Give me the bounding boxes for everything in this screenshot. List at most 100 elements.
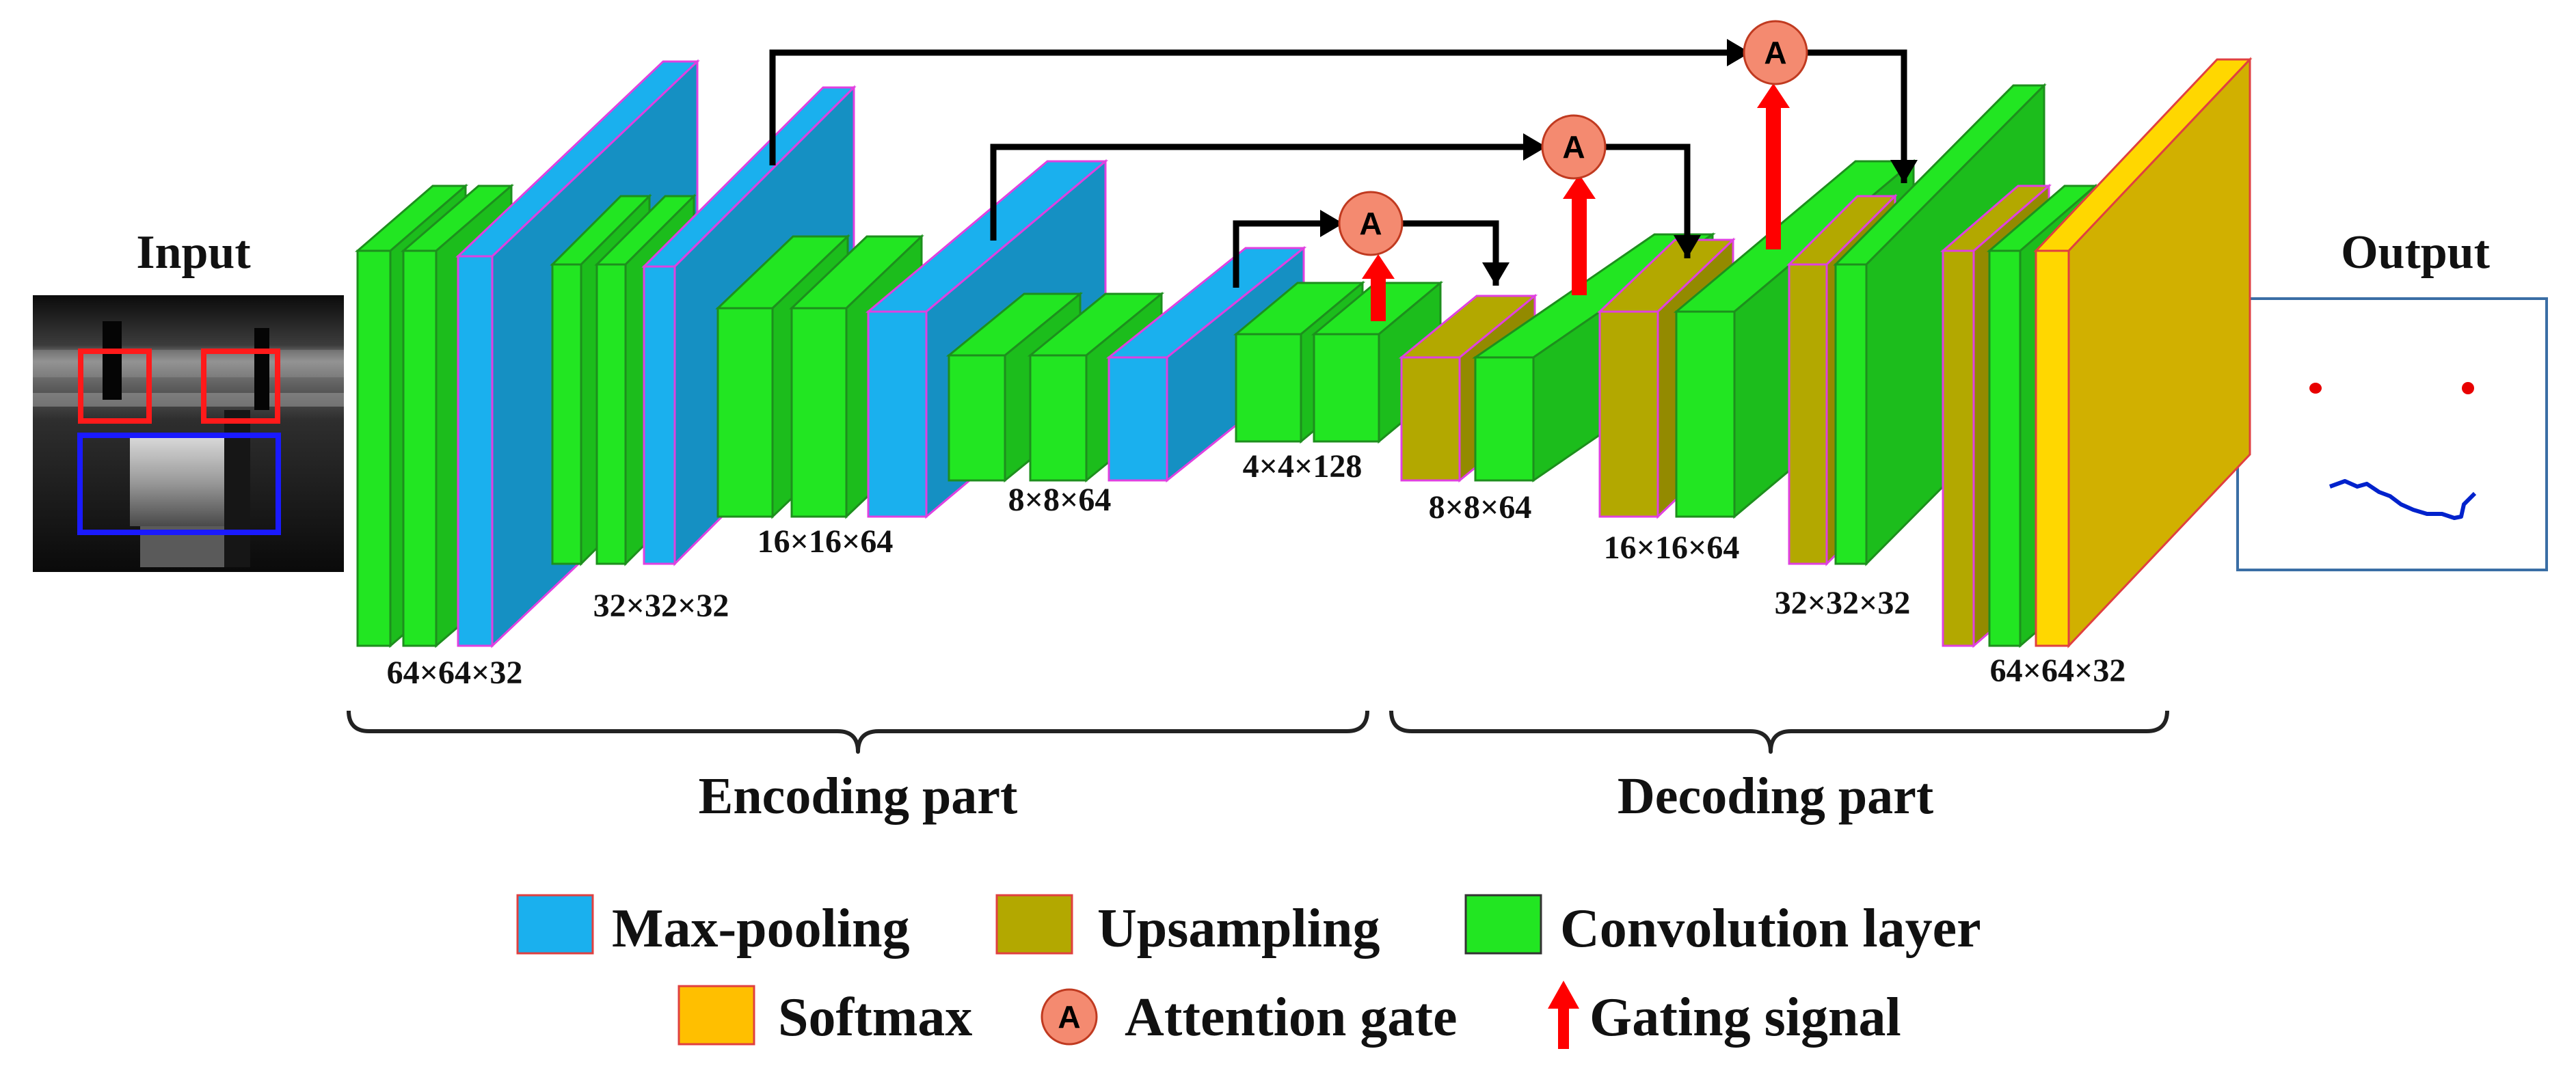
gating-signal-1-shaft bbox=[1766, 104, 1781, 249]
conv-block-front bbox=[356, 249, 392, 647]
conv-block-front bbox=[1474, 356, 1535, 482]
skip-2-out-line bbox=[1598, 144, 1691, 258]
legend-label-maxpool: Max-pooling bbox=[612, 899, 910, 959]
dim-label-bottleneck: 4×4×128 bbox=[1243, 448, 1363, 485]
legend-label-conv: Convolution layer bbox=[1560, 899, 1981, 959]
skip-1-out-head bbox=[1890, 160, 1918, 183]
network-blocks bbox=[354, 57, 2253, 649]
decoding-brace bbox=[1389, 710, 2169, 754]
skip-3-out bbox=[1395, 220, 1510, 286]
legend-label-softmax: Softmax bbox=[778, 987, 972, 1048]
gating-signal-3 bbox=[1362, 254, 1395, 321]
conv-block-front bbox=[716, 307, 774, 518]
dimension-labels: 64×64×32 32×32×32 16×16×64 8×8×64 4×4×12… bbox=[387, 448, 2126, 691]
conv-block-front bbox=[1235, 333, 1302, 443]
skip-2-out-head bbox=[1674, 235, 1701, 258]
legend-label-upsample: Upsampling bbox=[1097, 899, 1380, 959]
roi-box-bottom bbox=[77, 433, 281, 535]
dim-label-enc2: 32×32×32 bbox=[593, 588, 729, 624]
legend-label-attention: Attention gate bbox=[1125, 987, 1458, 1048]
gating-signal-3-head bbox=[1362, 254, 1395, 279]
skip-connections bbox=[769, 39, 1918, 288]
skip-1-in bbox=[771, 39, 1750, 66]
upsample-block-front bbox=[1400, 356, 1461, 482]
attention-gate-2-letter: A bbox=[1562, 129, 1585, 165]
attention-gate-1-circle bbox=[1743, 20, 1808, 85]
legend-gating-arrow-icon bbox=[1548, 981, 1579, 1049]
skip-3-out-line bbox=[1395, 220, 1499, 286]
input-title: Input bbox=[136, 226, 250, 279]
roi-box-left bbox=[78, 349, 152, 424]
legend-swatch-softmax bbox=[677, 985, 755, 1046]
gating-signal-2 bbox=[1563, 174, 1596, 295]
upsample-block-front bbox=[1942, 249, 1975, 647]
conv-block-front bbox=[1313, 333, 1380, 443]
skip-1-out bbox=[1801, 49, 1918, 183]
conv-block-front bbox=[1988, 249, 2022, 647]
skip-3-in-line bbox=[1233, 220, 1343, 288]
decoding-label: Decoding part bbox=[1618, 767, 1933, 825]
attention-gate-2: A bbox=[1541, 114, 1607, 180]
gating-signal-1 bbox=[1757, 83, 1790, 249]
attention-gate-1: A bbox=[1743, 20, 1808, 85]
maxpool-block-front bbox=[643, 265, 676, 565]
skip-1-in-head bbox=[1727, 39, 1750, 66]
roi-box-right bbox=[201, 349, 280, 424]
output-panel: Output bbox=[2236, 226, 2548, 571]
legend-attention-letter: A bbox=[1058, 999, 1080, 1035]
maxpool-block-front bbox=[1108, 356, 1168, 482]
upsample-block-front bbox=[1788, 263, 1828, 565]
legend: Max-pooling Upsampling Convolution layer… bbox=[516, 894, 1981, 1049]
attention-gate-3-letter: A bbox=[1359, 206, 1382, 241]
softmax-block-front bbox=[2035, 249, 2070, 647]
legend-label-gating: Gating signal bbox=[1589, 987, 1901, 1048]
skip-3-out-head bbox=[1482, 262, 1510, 286]
attention-gate-1-letter: A bbox=[1764, 35, 1786, 70]
conv-block-front bbox=[1675, 310, 1736, 518]
encoding-brace bbox=[347, 710, 1369, 754]
segmentation-dot-right bbox=[2462, 382, 2474, 394]
upsample-block-front bbox=[1598, 310, 1659, 518]
braces bbox=[347, 710, 2169, 754]
segmentation-dot-left bbox=[2309, 383, 2322, 394]
attention-gate-2-circle bbox=[1541, 114, 1607, 180]
attention-gate-3-circle bbox=[1338, 191, 1404, 256]
legend-swatch-maxpool bbox=[516, 894, 594, 955]
dim-label-dec2: 32×32×32 bbox=[1775, 585, 1911, 621]
conv-block-front bbox=[595, 263, 627, 565]
gating-signal-2-shaft bbox=[1572, 195, 1587, 295]
skip-3-in bbox=[1233, 210, 1343, 288]
dim-label-dec1: 64×64×32 bbox=[1990, 653, 2126, 689]
skip-2-in-line bbox=[990, 144, 1546, 241]
conv-block-front bbox=[1029, 354, 1088, 482]
encoding-label: Encoding part bbox=[699, 767, 1018, 825]
maxpool-block-front bbox=[457, 255, 494, 647]
conv-block-front bbox=[790, 307, 848, 518]
legend-swatch-upsample bbox=[995, 894, 1073, 955]
gating-signal-1-head bbox=[1757, 83, 1790, 108]
legend-swatch-conv bbox=[1464, 894, 1542, 955]
attention-gates: A A A bbox=[1338, 20, 1808, 321]
conv-block-front bbox=[948, 354, 1006, 482]
skip-2-in-head bbox=[1523, 133, 1546, 161]
maxpool-block-front bbox=[867, 310, 928, 518]
oct-input-image bbox=[33, 295, 344, 572]
segmentation-curve bbox=[2329, 479, 2477, 520]
softmax-block bbox=[2033, 57, 2253, 649]
output-frame bbox=[2236, 297, 2548, 571]
gating-signal-3-shaft bbox=[1371, 275, 1386, 321]
input-panel: Input bbox=[33, 226, 344, 572]
output-title: Output bbox=[2341, 226, 2490, 279]
dim-label-dec3: 16×16×64 bbox=[1604, 530, 1740, 566]
dim-label-enc3: 16×16×64 bbox=[757, 523, 894, 560]
conv-block-front bbox=[551, 263, 582, 565]
gating-signal-2-head bbox=[1563, 174, 1596, 199]
attention-gate-3: A bbox=[1338, 191, 1404, 256]
skip-3-in-head bbox=[1320, 210, 1343, 237]
conv-block-front bbox=[1834, 263, 1868, 565]
legend-attention-icon: A bbox=[1041, 988, 1098, 1046]
skip-2-in bbox=[990, 133, 1546, 241]
dim-label-enc1: 64×64×32 bbox=[387, 655, 523, 691]
